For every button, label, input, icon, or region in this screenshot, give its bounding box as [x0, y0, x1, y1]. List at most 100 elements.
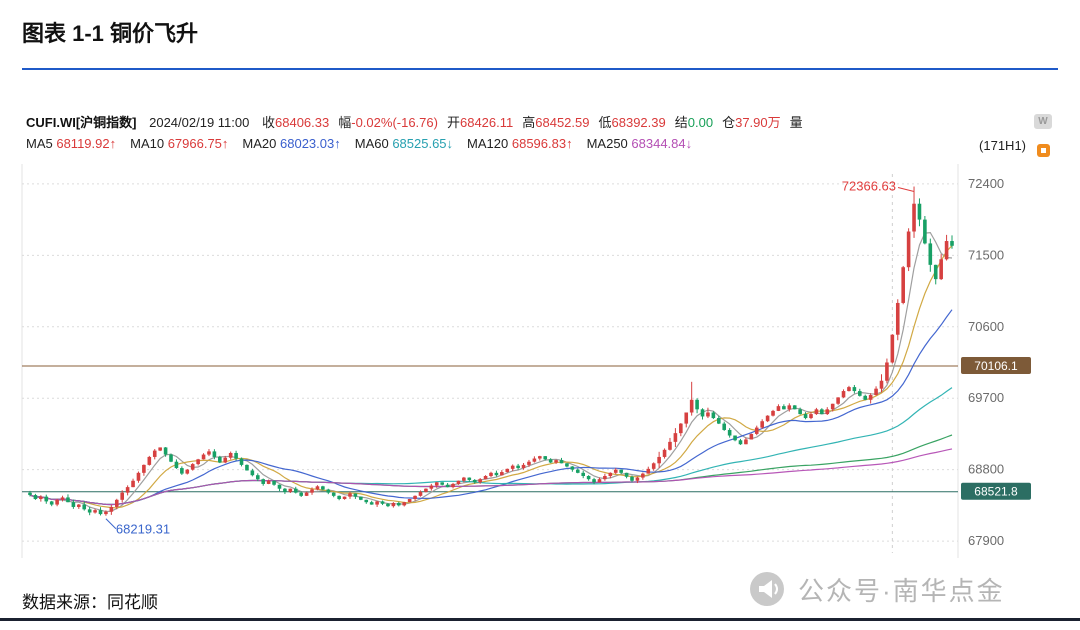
candle-body [890, 334, 895, 363]
ma-line-20 [29, 309, 953, 506]
candle-body [505, 468, 510, 473]
candle-body [337, 495, 341, 500]
candle-body [261, 479, 266, 484]
candle-body [727, 429, 732, 436]
ma-field-value: 68119.92↑ [56, 136, 117, 151]
ma-field: MA5 68119.92↑ [26, 136, 116, 151]
candle-body [33, 495, 38, 500]
quote-field-label: 量 [789, 115, 803, 130]
candle-body [239, 458, 244, 465]
candle-body [375, 501, 379, 505]
ma-field-label: MA120 [467, 136, 512, 151]
candle-body [174, 461, 179, 469]
candle-body [630, 476, 634, 481]
candle-body [87, 509, 92, 513]
candle-body [104, 511, 108, 515]
candle-body [776, 406, 781, 411]
candle-body [66, 497, 70, 503]
ma-line-60 [29, 387, 953, 506]
candle-body [679, 423, 683, 434]
candle-body [689, 399, 694, 413]
candle-body [55, 499, 59, 505]
candle-body [82, 504, 87, 510]
quote-field-label: 仓 [722, 115, 736, 130]
candle-body [532, 458, 537, 462]
y-axis-label: 69700 [968, 390, 1004, 405]
ma-field-label: MA60 [354, 136, 393, 151]
candle-body [277, 484, 282, 489]
price-tag-label: 68521.8 [974, 485, 1018, 499]
ma-field: MA10 67966.75↑ [130, 136, 228, 151]
candle-body [928, 243, 933, 265]
candle-body [570, 466, 575, 470]
candle-body [885, 362, 889, 381]
candle-body [863, 395, 868, 400]
candle-body [125, 487, 130, 493]
candle-body [342, 496, 347, 500]
candle-body [266, 480, 271, 484]
candle-body [538, 456, 542, 459]
candle-body [787, 405, 792, 410]
ma-field: MA20 68023.03↑ [242, 136, 340, 151]
candle-body [912, 203, 916, 232]
candle-body [500, 472, 504, 476]
candle-body [185, 469, 190, 474]
candle-body [147, 456, 152, 465]
quote-field-value: 0.00 [687, 115, 714, 130]
candle-body [608, 472, 613, 476]
quote-field: 结0.00 [675, 115, 713, 130]
candle-body [98, 510, 103, 515]
quote-field: 开68426.11 [447, 115, 513, 130]
quote-field: 量 [790, 115, 803, 130]
candle-body [77, 504, 81, 507]
candle-body [635, 477, 640, 481]
ma-bar: MA5 68119.92↑ MA10 67966.75↑ MA20 68023.03… [26, 136, 1020, 156]
price-tag [961, 356, 1031, 374]
candle-body [575, 469, 580, 473]
page-title: 图表 1-1 铜价飞升 [22, 21, 199, 46]
candle-body [456, 480, 461, 484]
chart-panel: CUFI.WI[沪铜指数] 2024/02/19 11:00 收68406.33… [20, 104, 1060, 572]
candle-body [527, 461, 531, 465]
candle-body [245, 464, 249, 471]
candle-body [814, 409, 819, 415]
quote-field-label: 收 [261, 115, 275, 130]
bottom-divider [0, 618, 1080, 621]
price-tag-label: 70106.1 [974, 359, 1018, 373]
candle-body [830, 403, 835, 410]
candle-body [109, 506, 114, 512]
candle-body [825, 409, 830, 415]
quote-datetime: 2024/02/19 11:00 [149, 115, 250, 130]
candle-body [348, 493, 352, 497]
quote-field: 收68406.33 [262, 115, 329, 130]
ma-field-value: 68596.83↑ [511, 136, 573, 151]
quote-field-value: 68392.39 [611, 115, 666, 130]
candle-body [651, 463, 656, 469]
candle-body [836, 397, 840, 404]
candle-body [619, 469, 623, 473]
candle-body [706, 412, 710, 417]
candle-body [722, 423, 727, 430]
candle-body [158, 447, 162, 451]
ma-field-label: MA10 [130, 136, 168, 151]
candle-body [597, 479, 602, 483]
candle-body [646, 468, 651, 474]
candle-body [380, 501, 385, 504]
price-tag [961, 482, 1031, 500]
candle-body [467, 477, 472, 480]
candle-body [321, 486, 325, 490]
candle-body [418, 491, 423, 496]
ma-line-250 [29, 448, 953, 506]
candle-body [901, 267, 905, 303]
candle-body [218, 456, 222, 463]
candle-body [565, 463, 569, 467]
ma-field-label: MA250 [586, 136, 632, 151]
candle-body [792, 405, 797, 410]
candle-body [716, 418, 721, 424]
candle-body [510, 465, 515, 469]
candle-body [852, 387, 857, 392]
candle-body [543, 456, 548, 460]
megaphone-icon [750, 572, 784, 606]
ma-fields: MA5 68119.92↑ MA10 67966.75↑ MA20 68023.03… [26, 136, 706, 151]
candle-body [223, 457, 228, 463]
